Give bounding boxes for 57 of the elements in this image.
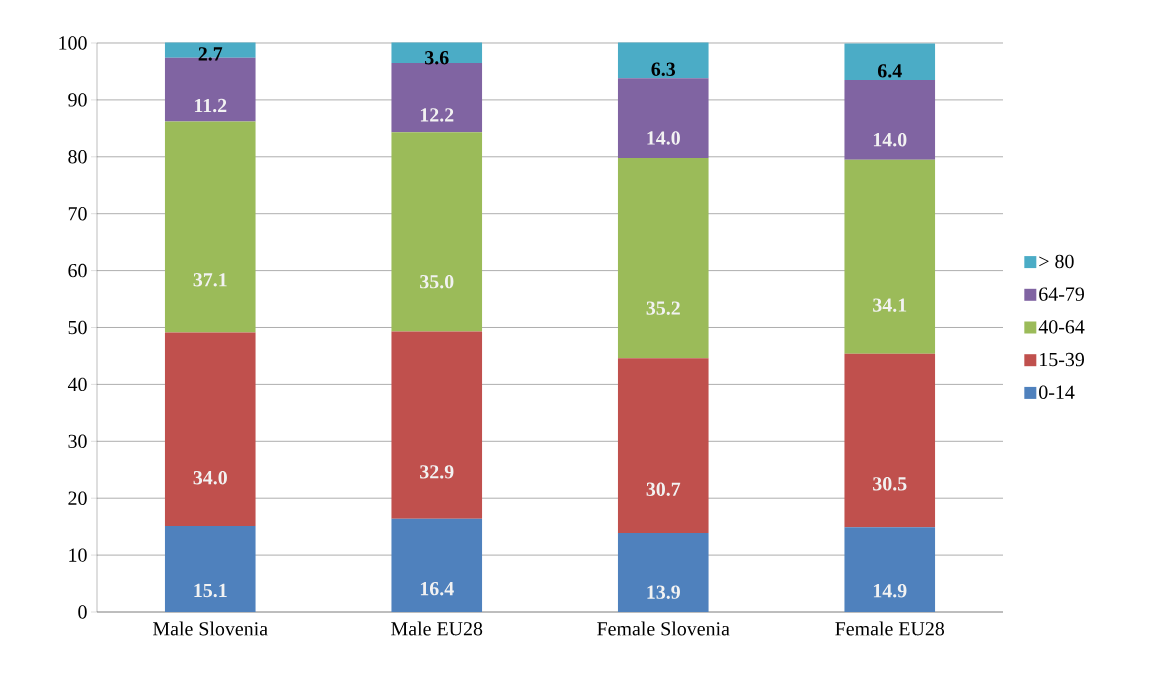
bar	[844, 527, 936, 612]
bar	[391, 518, 483, 612]
legend-label: 40-64	[1038, 320, 1085, 334]
bar	[617, 42, 709, 79]
data-label: 35.2	[646, 301, 680, 315]
bar	[617, 157, 709, 359]
y-tick-label: 0	[78, 605, 87, 619]
y-tick-label: 60	[68, 263, 87, 278]
legend-label: 64-79	[1039, 287, 1084, 301]
bar	[391, 42, 483, 63]
x-tick-label: Female Slovenia	[597, 621, 730, 636]
data-label: 14.9	[873, 584, 907, 598]
data-label: 35.0	[420, 274, 454, 289]
y-tick-label: 50	[68, 320, 87, 335]
y-tick-label: 40	[67, 377, 87, 392]
x-tick-label: Male EU28	[391, 621, 483, 636]
y-tick-label: 70	[68, 206, 87, 221]
data-label: 3.6	[425, 51, 449, 65]
data-label: 32.9	[420, 465, 454, 479]
bar	[617, 358, 709, 533]
bar	[164, 121, 256, 333]
y-tick-label: 30	[68, 434, 87, 449]
y-tick-label: 100	[59, 36, 87, 50]
y-tick-label: 90	[68, 93, 87, 107]
data-label: 13.9	[647, 585, 680, 599]
data-label: 37.1	[193, 273, 227, 287]
data-label: 15.1	[194, 583, 227, 598]
bar	[391, 331, 483, 519]
bar	[617, 78, 709, 158]
bar	[844, 43, 936, 80]
data-label: 30.7	[646, 482, 681, 496]
data-label: 34.0	[193, 470, 227, 485]
y-tick-label: 80	[68, 150, 87, 164]
data-label: 14.0	[647, 131, 680, 145]
x-tick-label: Male Slovenia	[153, 621, 268, 636]
bar	[617, 532, 709, 612]
bar	[164, 332, 256, 527]
data-label: 11.2	[194, 98, 227, 113]
data-label: 16.4	[420, 581, 454, 596]
y-tick-label: 10	[69, 548, 87, 562]
data-label: 2.7	[198, 47, 223, 61]
legend-label: 15-39	[1040, 352, 1084, 367]
bar	[844, 353, 936, 528]
bar	[844, 79, 936, 160]
data-label: 12.2	[420, 108, 454, 122]
legend-label: 0-14	[1039, 385, 1075, 399]
y-tick-label: 20	[68, 491, 87, 505]
data-label: 6.4	[877, 64, 902, 78]
data-label: 14.0	[873, 132, 907, 147]
bar	[844, 159, 936, 354]
data-label: 30.5	[873, 477, 907, 491]
bar	[164, 526, 256, 612]
x-tick-label: Female EU28	[835, 621, 945, 636]
legend-label: > 80	[1039, 254, 1074, 269]
bar	[391, 132, 483, 332]
data-label: 34.1	[873, 298, 907, 312]
data-label: 6.3	[651, 62, 676, 77]
